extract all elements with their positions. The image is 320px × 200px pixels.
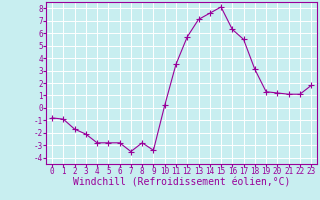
X-axis label: Windchill (Refroidissement éolien,°C): Windchill (Refroidissement éolien,°C) [73,178,290,188]
